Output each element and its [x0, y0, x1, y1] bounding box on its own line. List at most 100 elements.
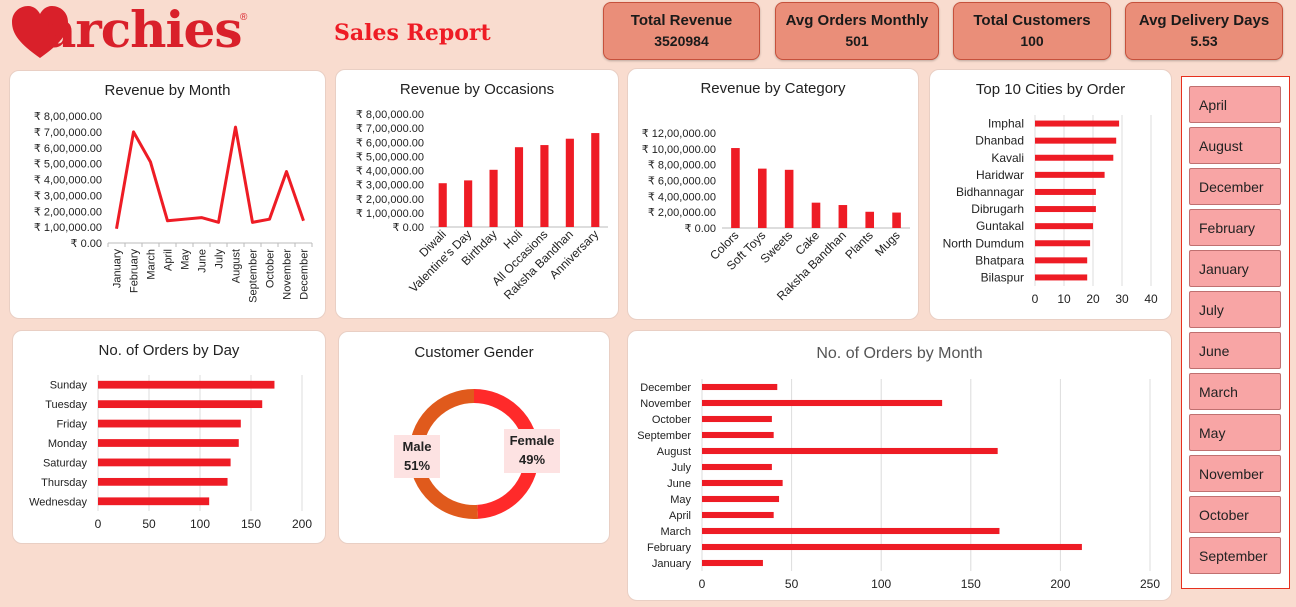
x-tick-label: February — [129, 249, 141, 294]
x-tick-label: 0 — [699, 577, 706, 591]
data-label-box — [394, 435, 440, 478]
bar — [540, 145, 549, 227]
y-tick-label: June — [667, 478, 691, 490]
bar — [98, 477, 228, 486]
y-tick-label: Kavali — [991, 151, 1024, 165]
y-tick-label: Imphal — [988, 117, 1024, 131]
chart-title: Revenue by Month — [104, 82, 231, 99]
bar — [1035, 137, 1117, 144]
card-orders-by-day: No. of Orders by Day 0 50 100 150 200 Sunday T… — [12, 330, 326, 544]
bar — [98, 439, 239, 447]
bar — [1035, 154, 1114, 161]
bar — [702, 383, 778, 391]
y-tick-label: January — [652, 558, 692, 570]
x-tick-label: November — [282, 249, 294, 300]
bar — [702, 527, 1000, 535]
bar — [1035, 257, 1088, 264]
slicer-item-november[interactable]: November — [1189, 455, 1281, 492]
bar — [702, 399, 943, 407]
x-tick-label: May — [180, 249, 192, 270]
data-label-name: Male — [403, 439, 432, 454]
y-tick-label: ₹ 4,00,000.00 — [356, 166, 424, 178]
slicer-item-october[interactable]: October — [1189, 496, 1281, 533]
y-tick-label: Haridwar — [976, 168, 1024, 182]
y-tick-label: North Dumdum — [943, 236, 1024, 250]
y-tick-label: Guntakal — [976, 219, 1024, 233]
y-tick-label: Sunday — [50, 380, 88, 392]
x-tick-label: June — [197, 249, 209, 273]
y-tick-label: ₹ 6,00,000.00 — [356, 137, 424, 149]
bar — [565, 138, 574, 227]
card-revenue-by-month: Revenue by Month ₹ 8,00,000.00 ₹ 7,00,000… — [9, 70, 326, 319]
bar — [702, 447, 998, 455]
bar — [702, 431, 774, 439]
x-tick-label: 40 — [1144, 292, 1158, 306]
x-tick-label: Mugs — [872, 228, 903, 259]
x-tick-label: October — [265, 249, 277, 288]
y-tick-label: Bidhannagar — [956, 185, 1024, 199]
y-tick-label: Dhanbad — [975, 134, 1024, 148]
slicer-item-september[interactable]: September — [1189, 537, 1281, 574]
bar — [1035, 120, 1120, 127]
slicer-item-may[interactable]: May — [1189, 414, 1281, 451]
kpi-avg-delivery-days: Avg Delivery Days 5.53 — [1125, 2, 1283, 60]
y-tick-label: ₹ 2,00,000.00 — [648, 207, 716, 219]
y-tick-label: ₹ 8,00,000.00 — [34, 111, 102, 123]
y-tick-label: April — [669, 510, 691, 522]
x-tick-label: March — [146, 249, 158, 280]
kpi-value: 100 — [1020, 33, 1044, 49]
x-tick-label: 50 — [142, 517, 156, 531]
chart-title: Revenue by Occasions — [399, 81, 555, 98]
bar — [784, 169, 794, 228]
bar — [702, 511, 774, 519]
y-tick-label: ₹ 4,00,000.00 — [648, 191, 716, 203]
slicer-item-february[interactable]: February — [1189, 209, 1281, 246]
orders-by-day-chart: 0 50 100 150 200 Sunday Tuesday Friday Monday Sat… — [29, 375, 312, 531]
bar — [591, 133, 600, 227]
y-tick-label: ₹ 6,00,000.00 — [34, 143, 102, 155]
bar — [514, 147, 524, 227]
y-tick-label: August — [657, 446, 691, 458]
bar — [1035, 171, 1105, 178]
x-tick-label: 100 — [871, 577, 891, 591]
slicer-item-august[interactable]: August — [1189, 127, 1281, 164]
y-tick-label: ₹ 8,00,000.00 — [648, 160, 716, 172]
y-tick-label: Tuesday — [45, 399, 87, 411]
slicer-item-march[interactable]: March — [1189, 373, 1281, 410]
x-tick-label: 0 — [1032, 292, 1039, 306]
slicer-item-july[interactable]: July — [1189, 291, 1281, 328]
bar — [702, 559, 763, 567]
data-label-box — [504, 429, 560, 473]
x-tick-label: 200 — [292, 517, 312, 531]
bar — [892, 212, 901, 228]
x-tick-label: 150 — [241, 517, 261, 531]
revenue-by-category-chart: ₹ 12,00,000.00 ₹ 10,00,000.00 ₹ 8,00,000.0… — [642, 128, 910, 303]
bar — [757, 168, 767, 228]
kpi-value: 5.53 — [1190, 33, 1218, 49]
data-label-percent: 51% — [404, 458, 430, 473]
x-tick-label: January — [112, 249, 124, 289]
y-tick-label: October — [652, 414, 691, 426]
slicer-item-january[interactable]: January — [1189, 250, 1281, 287]
bar — [811, 202, 821, 228]
y-tick-label: Thursday — [41, 477, 87, 489]
card-customer-gender: Customer Gender Female 49% Male 51% — [338, 331, 610, 544]
customer-gender-chart: Female 49% Male 51% — [394, 389, 560, 519]
y-tick-label: ₹ 4,00,000.00 — [34, 175, 102, 187]
kpi-avg-orders-monthly: Avg Orders Monthly 501 — [775, 2, 939, 60]
bar — [98, 458, 231, 467]
slicer-item-december[interactable]: December — [1189, 168, 1281, 205]
y-tick-label: Wednesday — [29, 496, 87, 508]
heart-icon — [12, 6, 68, 58]
bar — [702, 463, 772, 471]
bar — [838, 205, 848, 228]
data-label-percent: 49% — [519, 452, 545, 467]
revenue-by-month-chart: ₹ 8,00,000.00 ₹ 7,00,000.00 ₹ 6,00,000.00 ₹… — [34, 111, 313, 303]
slicer-item-june[interactable]: June — [1189, 332, 1281, 369]
y-tick-label: ₹ 3,00,000.00 — [356, 180, 424, 192]
bar — [702, 495, 780, 503]
bar — [98, 497, 210, 506]
logo-text: archies — [44, 0, 242, 59]
slicer-item-april[interactable]: April — [1189, 86, 1281, 123]
x-tick-label: September — [248, 249, 260, 303]
